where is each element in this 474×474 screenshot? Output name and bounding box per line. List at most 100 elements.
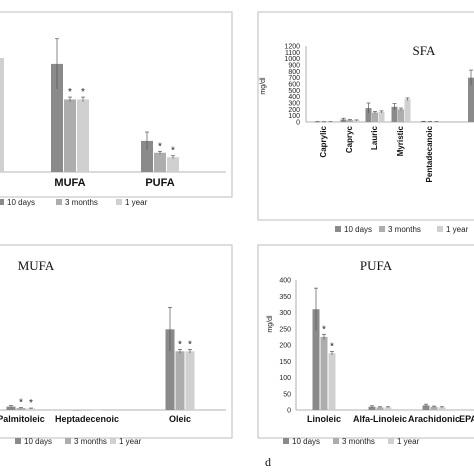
y-axis-label: mg/dl bbox=[267, 315, 274, 333]
y-tick-label: 100 bbox=[279, 375, 291, 382]
x-tick-label: EPA bbox=[459, 414, 474, 424]
bar-sfa bbox=[321, 121, 327, 123]
y-tick-label: 250 bbox=[279, 326, 291, 333]
panel-border bbox=[257, 244, 474, 439]
significance-marker: * bbox=[19, 398, 23, 409]
significance-marker: * bbox=[330, 342, 334, 353]
bar-mufa bbox=[82, 410, 92, 411]
y-tick-label: 50 bbox=[283, 391, 291, 398]
y-tick-label: 150 bbox=[279, 359, 291, 366]
legend-label: 10 days bbox=[344, 225, 372, 234]
y-tick-label: 200 bbox=[279, 343, 291, 350]
legend-swatch bbox=[388, 438, 394, 444]
x-tick-label: Heptadecenoic bbox=[55, 414, 119, 424]
bar-mufa bbox=[175, 351, 185, 410]
legend-swatch bbox=[437, 226, 443, 232]
legend-swatch bbox=[116, 199, 122, 205]
y-tick-label: 0 bbox=[296, 120, 300, 127]
legend-label: 3 months bbox=[65, 198, 98, 207]
legend-label: 1 year bbox=[125, 198, 148, 207]
bar-mufa bbox=[6, 406, 16, 410]
bar-sfa bbox=[365, 108, 372, 122]
x-tick-label: Arachidonic bbox=[408, 414, 460, 424]
significance-marker: * bbox=[171, 146, 175, 157]
legend-swatch bbox=[110, 438, 116, 444]
bar-pufa bbox=[422, 405, 430, 410]
bar-total bbox=[64, 99, 76, 172]
y-tick-label: 400 bbox=[288, 94, 300, 101]
chart-panel-pufa: PUFA 0 50 100 150 200 250 300 350 400 mg/dl * * Linol… bbox=[257, 244, 474, 469]
x-tick-label: Capryc bbox=[345, 125, 354, 153]
bar-total bbox=[77, 99, 89, 172]
chart-title: SFA bbox=[413, 43, 436, 58]
y-tick-label: 1100 bbox=[285, 50, 300, 57]
legend-label: 1 year bbox=[119, 437, 142, 446]
bar-mufa bbox=[26, 408, 36, 410]
y-tick-label: 200 bbox=[288, 107, 300, 114]
significance-marker: * bbox=[29, 398, 33, 409]
legend-swatch bbox=[15, 438, 21, 444]
bar-sfa bbox=[420, 121, 427, 122]
legend-swatch bbox=[335, 226, 341, 232]
legend-label: 3 months bbox=[388, 225, 421, 234]
bar-sfa bbox=[427, 121, 433, 123]
bar-mufa bbox=[185, 351, 195, 410]
bar-pufa bbox=[430, 406, 438, 410]
x-tick-label: Pentadecanoic bbox=[425, 125, 434, 182]
x-tick-label: Lauric bbox=[370, 125, 379, 150]
bar-pufa bbox=[312, 309, 320, 410]
legend-swatch bbox=[65, 438, 71, 444]
y-tick-label: 0 bbox=[287, 408, 291, 415]
y-tick-label: 600 bbox=[288, 82, 300, 89]
panel-caption: d bbox=[265, 455, 271, 469]
legend-label: 1 year bbox=[446, 225, 469, 234]
bar-pufa bbox=[368, 406, 376, 410]
legend-swatch bbox=[56, 199, 62, 205]
bar-total bbox=[167, 157, 179, 172]
bar-mufa bbox=[92, 410, 102, 411]
y-tick-label: 350 bbox=[279, 294, 291, 301]
bar-sfa bbox=[353, 120, 360, 122]
bar-total bbox=[154, 152, 166, 172]
bar-sfa bbox=[347, 120, 353, 122]
x-tick-label: Linoleic bbox=[307, 414, 341, 424]
x-tick-label: Caprylic bbox=[319, 125, 328, 157]
bar-sfa bbox=[378, 111, 385, 122]
bar-sfa bbox=[372, 112, 378, 122]
x-tick-label: Palmitoleic bbox=[0, 414, 45, 424]
chart-panel-mufa: MUFA * * Palmitoleic Heptadecenoic * * Oleic 10 … bbox=[0, 244, 233, 446]
bar-pufa bbox=[328, 353, 336, 410]
bar-total bbox=[51, 63, 63, 172]
significance-marker: * bbox=[68, 87, 72, 98]
legend-label: 3 months bbox=[342, 437, 375, 446]
significance-marker: * bbox=[188, 339, 192, 350]
bar-sfa bbox=[398, 109, 404, 122]
bar-pufa bbox=[320, 336, 328, 410]
bar-total bbox=[141, 140, 153, 172]
x-tick-label: Alfa-Linoleic bbox=[353, 414, 407, 424]
legend-label: 1 year bbox=[397, 437, 420, 446]
bar-pufa bbox=[376, 407, 384, 410]
bar-sfa bbox=[327, 121, 334, 123]
legend-swatch bbox=[379, 226, 385, 232]
bar-sfa bbox=[404, 99, 411, 122]
bar-sfa bbox=[391, 106, 398, 122]
x-tick-label: Myristic bbox=[396, 125, 405, 156]
y-tick-label: 300 bbox=[288, 101, 300, 108]
y-tick-label: 800 bbox=[288, 69, 300, 76]
legend-label: 3 months bbox=[74, 437, 107, 446]
chart-title: PUFA bbox=[360, 258, 393, 273]
bar-mufa bbox=[165, 329, 175, 410]
chart-panel-total: * * MUFA * * PUFA 10 days 3 months 1 year bbox=[0, 11, 233, 207]
y-tick-label: 900 bbox=[288, 63, 300, 70]
y-tick-label: 700 bbox=[288, 75, 300, 82]
y-axis-label: mg/dl bbox=[260, 77, 267, 95]
significance-marker: * bbox=[178, 339, 182, 350]
y-tick-label: 1000 bbox=[284, 56, 300, 63]
bar-total-cropped bbox=[0, 57, 4, 172]
y-tick-label: 400 bbox=[279, 278, 291, 285]
x-tick-label: Oleic bbox=[169, 414, 191, 424]
chart-title: MUFA bbox=[18, 258, 55, 273]
significance-marker: * bbox=[322, 324, 326, 335]
